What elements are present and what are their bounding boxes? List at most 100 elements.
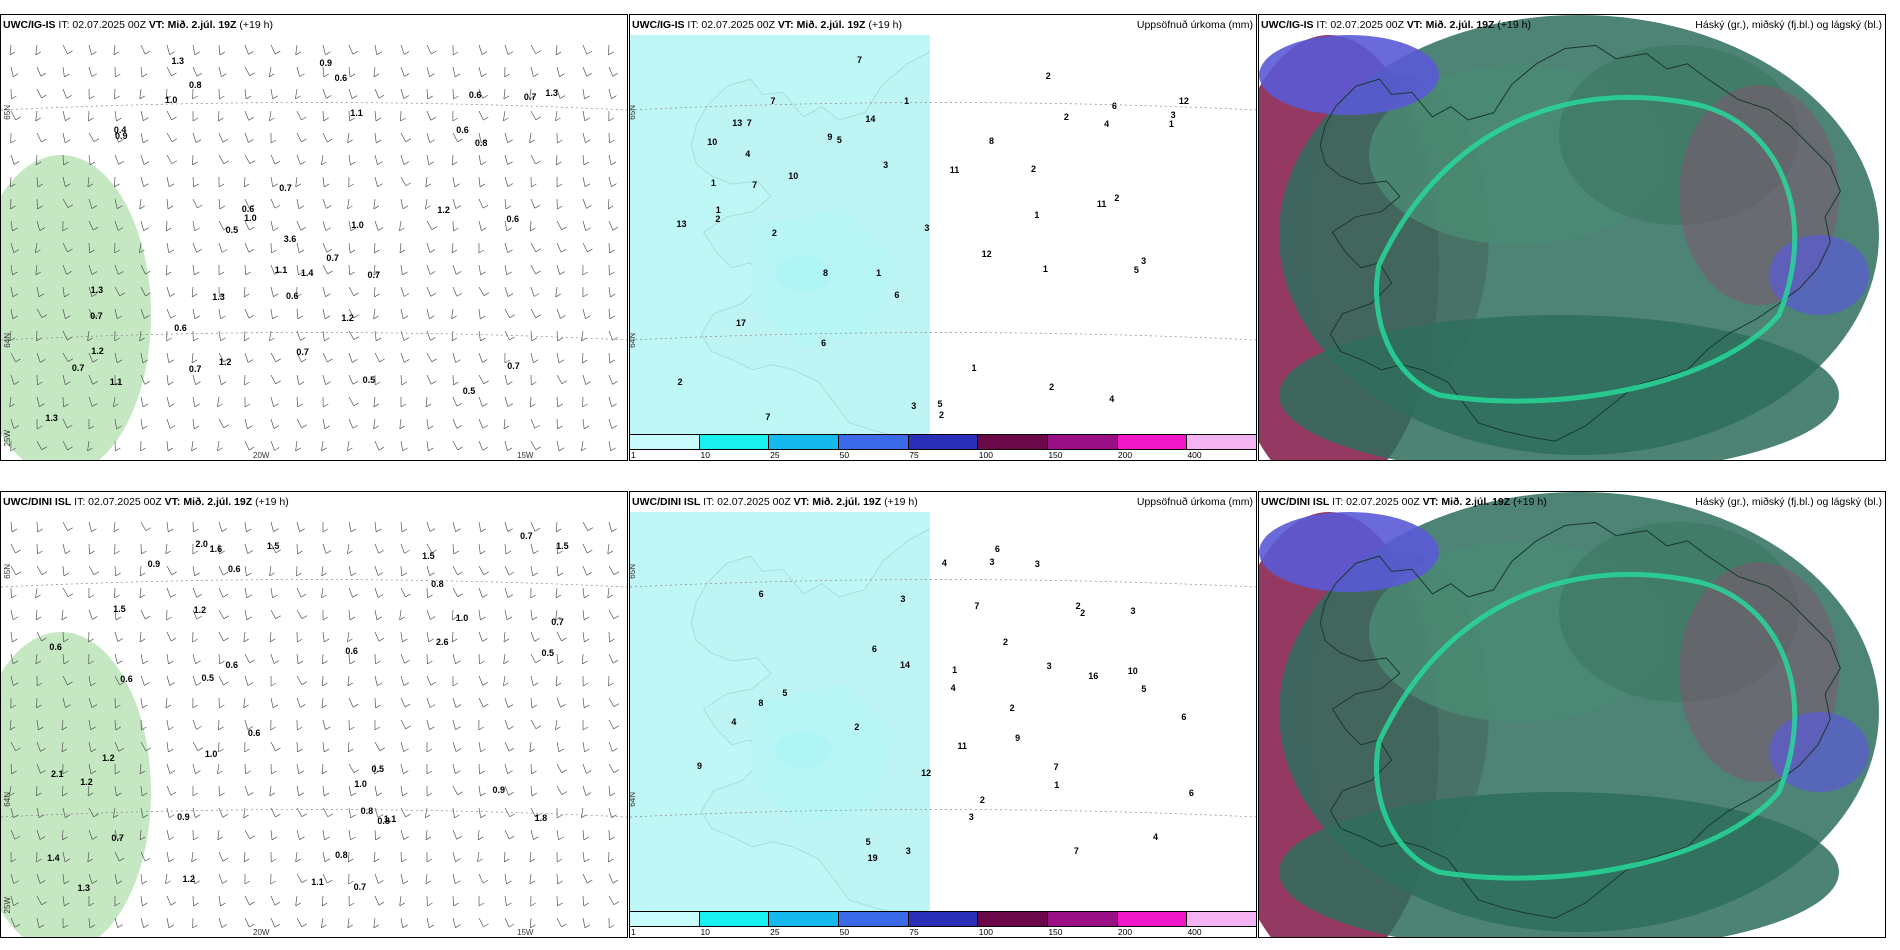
wind-barb-flag: [557, 902, 563, 907]
wind-barb-shaft: [218, 873, 223, 884]
wind-barb-shaft: [608, 308, 611, 319]
wind-barb: [166, 917, 175, 929]
wind-barb: [530, 631, 540, 642]
wind-barb-flag: [116, 359, 123, 364]
wind-barb-flag: [609, 924, 615, 929]
wind-barb-flag: [244, 183, 250, 188]
wind-barb: [165, 697, 172, 709]
wind-barb-shaft: [114, 176, 116, 188]
wind-barb-shaft: [426, 374, 432, 385]
wind-barb: [478, 110, 489, 121]
wind-barb: [426, 110, 437, 121]
wind-barb-shaft: [478, 418, 484, 429]
wind-barb-shaft: [140, 418, 143, 429]
wind-barb: [348, 719, 355, 731]
wind-barb-flag: [425, 403, 432, 408]
wind-barb-shaft: [452, 785, 458, 795]
wind-barb: [243, 631, 250, 643]
wind-barb-shaft: [477, 851, 480, 862]
wind-barb: [218, 543, 225, 555]
wind-barb-flag: [247, 550, 253, 554]
wind-barb-flag: [530, 594, 536, 599]
wind-barb: [192, 807, 201, 819]
value-label: 2.1: [51, 769, 64, 780]
wind-barb-flag: [352, 703, 359, 708]
wind-barb: [114, 895, 121, 907]
wind-barb-shaft: [478, 154, 482, 165]
wind-barb-flag: [555, 293, 561, 298]
wind-barb-shaft: [400, 66, 405, 77]
wind-barb-flag: [557, 337, 563, 342]
wind-barb-flag: [373, 425, 379, 430]
wind-barb-shaft: [582, 565, 588, 576]
wind-barb-flag: [457, 446, 463, 451]
wind-barb: [166, 154, 178, 165]
wind-barb: [452, 785, 463, 796]
wind-barb-shaft: [322, 110, 324, 122]
wind-barb-flag: [507, 293, 514, 297]
wind-barb-shaft: [114, 741, 120, 752]
wind-barb: [478, 242, 485, 254]
value-label: 3: [911, 400, 917, 411]
wind-barb-flag: [139, 95, 146, 100]
wind-barb: [296, 154, 306, 165]
wind-barb: [478, 154, 487, 166]
wind-barb: [452, 220, 459, 232]
wind-barb: [322, 264, 333, 275]
wind-barb-shaft: [400, 176, 407, 186]
wind-barb-flag: [167, 447, 174, 452]
wind-barb: [218, 895, 226, 907]
wind-barb-flag: [90, 682, 96, 687]
wind-barb-flag: [223, 226, 229, 231]
wind-barb: [62, 418, 73, 429]
wind-barb: [348, 330, 360, 341]
wind-barb: [348, 697, 359, 708]
wind-barb-shaft: [296, 242, 300, 253]
value-label: 0.6: [49, 641, 62, 652]
wind-barb-shaft: [218, 374, 222, 385]
colorbar-tick-label: 25: [770, 927, 780, 937]
wind-barb-flag: [327, 813, 334, 818]
wind-barb-shaft: [10, 220, 13, 231]
value-label: 1.3: [212, 292, 225, 303]
wind-barb-shaft: [504, 763, 508, 774]
wind-barb: [243, 330, 250, 342]
panel-title: Uppsöfnuð úrkoma (mm): [1136, 496, 1253, 508]
wind-barb-flag: [249, 72, 255, 77]
wind-barb: [425, 829, 432, 841]
wind-barb-shaft: [35, 154, 38, 165]
wind-barb-shaft: [348, 807, 352, 818]
wind-barb-flag: [63, 403, 69, 408]
value-label: 0.7: [551, 616, 564, 627]
wind-barb-flag: [166, 337, 172, 342]
wind-barb-flag: [299, 73, 305, 77]
wind-barb: [400, 330, 410, 341]
wind-barb: [322, 829, 330, 841]
wind-barb: [374, 110, 382, 122]
wind-barb-shaft: [114, 829, 118, 840]
value-label: 0.7: [367, 269, 381, 280]
wind-barb-flag: [192, 792, 199, 797]
wind-barb-shaft: [556, 741, 560, 752]
wind-barb: [556, 741, 565, 753]
wind-barb: [88, 873, 98, 884]
wind-barb-shaft: [35, 242, 38, 253]
wind-barb-shaft: [348, 66, 351, 77]
wind-barb-shaft: [166, 521, 169, 532]
wind-barb-flag: [39, 880, 46, 884]
wind-barb: [140, 653, 149, 665]
wind-barb-flag: [507, 381, 513, 386]
wind-barb-shaft: [504, 697, 509, 708]
wind-barb-flag: [507, 183, 513, 187]
value-label: 6: [1188, 787, 1194, 798]
wind-barb-shaft: [400, 785, 403, 796]
wind-barb-flag: [455, 528, 461, 532]
value-label: 1: [1168, 118, 1174, 129]
value-label: 0.7: [188, 363, 202, 374]
value-label: 0.7: [296, 347, 309, 358]
wind-barb-flag: [145, 747, 151, 752]
wind-barb: [114, 88, 120, 100]
wind-barb-shaft: [36, 565, 43, 575]
wind-barb: [270, 763, 277, 775]
wind-barb-shaft: [348, 220, 352, 231]
